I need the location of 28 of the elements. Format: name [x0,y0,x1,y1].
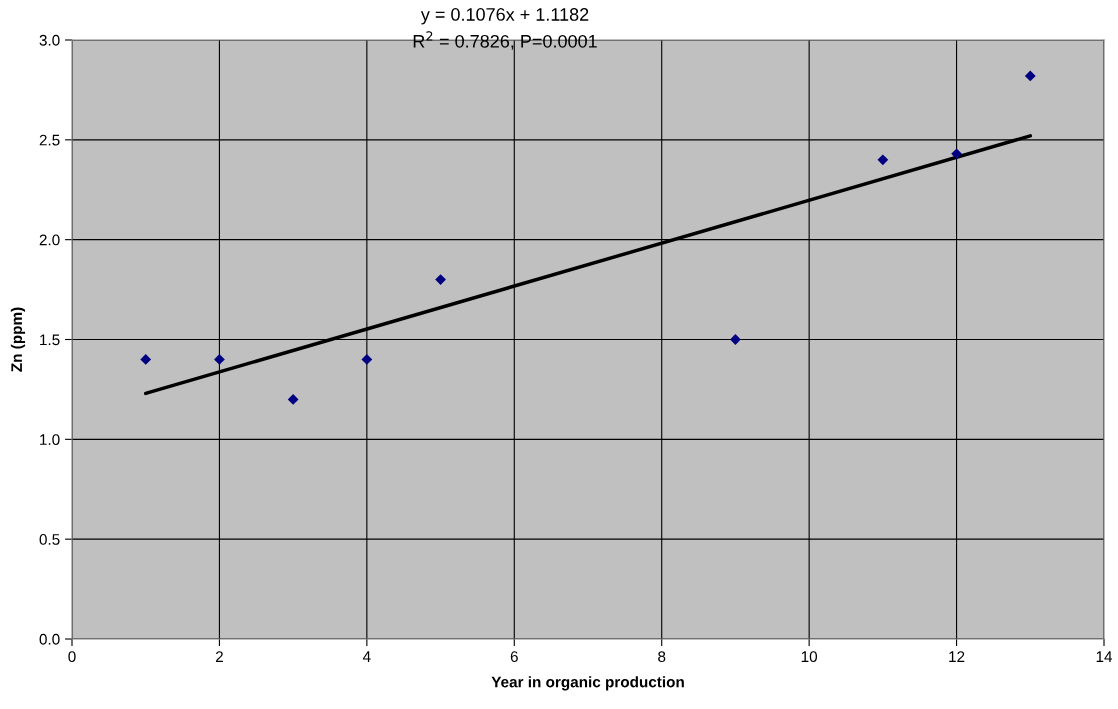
point [730,334,741,345]
x-tick-label: 0 [68,651,76,663]
x-tick-label: 4 [362,651,371,662]
point [140,354,152,365]
point [1024,70,1036,82]
point [877,154,889,166]
y-tick-label: 3.0 [39,34,60,46]
point [435,274,446,285]
y-tick-label: 1.5 [40,334,60,346]
y-tick-label: 0.5 [39,534,60,545]
point [214,354,225,365]
x-axis-title: Year in organic production [491,676,684,691]
y-tick-label: 2.0 [39,234,60,246]
y-tick-label: 1.0 [40,434,60,446]
y-axis-title: Zn (ppm) [10,307,26,372]
x-tick-label: 10 [801,651,818,663]
x-tick-label: 6 [510,651,518,663]
point [951,148,962,160]
x-tick-label: 12 [949,651,965,662]
point [361,354,373,365]
text: y = 0.1076x + 1.1182 [420,8,589,25]
x-tick-label: 2 [215,651,223,662]
y-tick-label: 0.0 [39,633,60,645]
point [287,394,299,405]
y-tick-label: 2.5 [39,134,60,146]
x-tick-label: 8 [658,651,666,663]
annotation: R$^{2}$ = 0.7826, P=0.0001 [413,31,597,50]
x-tick-label: 14 [1096,651,1113,662]
